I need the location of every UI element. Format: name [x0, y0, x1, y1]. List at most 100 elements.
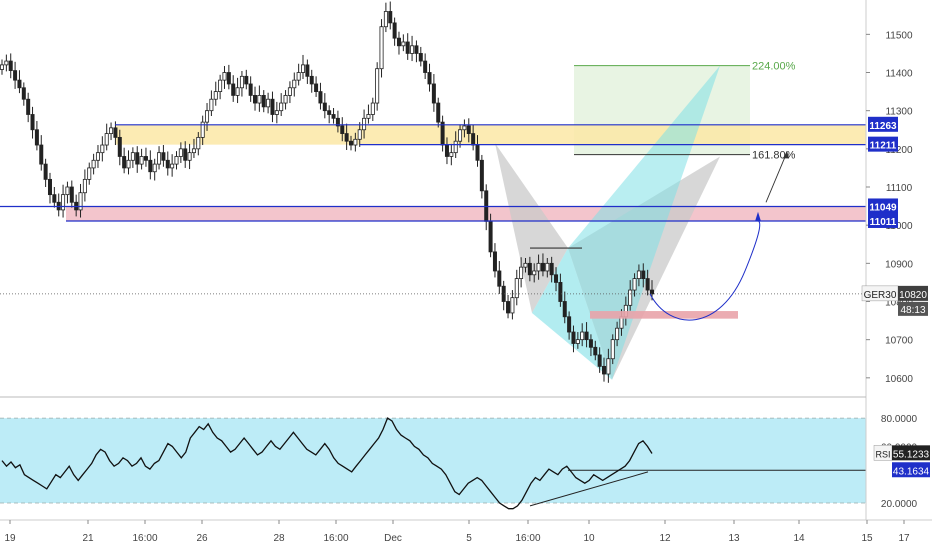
level-tag-bg: [868, 116, 898, 132]
main-pane-bg: [0, 0, 866, 395]
candle-body: [370, 102, 375, 115]
candle-body: [148, 159, 153, 173]
candle-body: [222, 72, 227, 81]
candle-body: [606, 358, 611, 375]
candle-body: [357, 129, 362, 140]
symbol-tag-label: GER30: [864, 290, 897, 301]
price-tick-label: 10900: [885, 259, 913, 270]
rsi-band: [0, 418, 866, 504]
level-tag-bg: [868, 198, 898, 214]
rsi-tick-label: 20.0000: [881, 499, 918, 510]
candle-body: [109, 127, 114, 134]
time-tick-label: 21: [82, 533, 94, 544]
candle-body: [383, 11, 388, 28]
candle-body: [287, 87, 292, 96]
candle-body: [479, 159, 484, 192]
resistance-zone: [115, 124, 866, 145]
candle-body: [379, 26, 384, 70]
candle-body: [327, 110, 332, 115]
candle-body: [239, 75, 244, 89]
candle-body: [431, 83, 436, 104]
candle-body: [91, 159, 96, 169]
candle-body: [270, 98, 275, 115]
candle-body: [488, 220, 493, 253]
candle-body: [444, 144, 449, 157]
candle-body: [331, 114, 336, 119]
candle-body: [423, 60, 428, 73]
candle-body: [301, 64, 306, 73]
candle-body: [562, 301, 567, 318]
candle-body: [567, 316, 572, 333]
rsi-value-tag-bg: [892, 445, 930, 461]
candle-body: [641, 270, 646, 279]
rsi-divergence-line: [529, 471, 649, 507]
rsi-series: [0, 417, 866, 510]
time-tick-label: 10: [583, 533, 595, 544]
candle-body: [174, 156, 179, 165]
candle-body: [510, 297, 515, 314]
price-tick-label: 11500: [885, 30, 913, 41]
candle-body: [414, 45, 419, 54]
candle-body: [47, 178, 52, 196]
rsi-pane: [0, 417, 866, 510]
candle-body: [122, 156, 127, 169]
fib-label-161: 161.80%: [752, 150, 796, 162]
candle-body: [436, 102, 441, 123]
candle-body: [65, 186, 70, 196]
candle-body: [375, 68, 380, 104]
candle-body: [392, 22, 397, 39]
candle-body: [545, 262, 550, 272]
candle-body: [248, 83, 253, 96]
candle-body: [69, 186, 74, 203]
candle-body: [117, 136, 122, 157]
candle-body: [497, 270, 502, 287]
candle-body: [471, 133, 476, 146]
candle-body: [584, 331, 589, 341]
extension-arrowhead: [783, 150, 789, 159]
current-price-tag-bg: [898, 285, 928, 301]
candle-body: [519, 266, 524, 279]
candle-body: [366, 114, 371, 119]
candle-body: [139, 156, 144, 165]
time-tick-label: 16:00: [323, 533, 348, 544]
candle-body: [458, 129, 463, 142]
stop-zone: [590, 311, 738, 319]
candle-body: [161, 152, 166, 161]
extension-arrow: [765, 154, 787, 203]
candle-body: [183, 148, 188, 161]
candle-body: [466, 125, 471, 134]
candle-body: [292, 79, 297, 89]
price-tags: 11263 11211 11049 11011 GER30 10820 48:13 RSI 55…: [861, 116, 930, 478]
candle-body: [165, 159, 170, 169]
time-tick-label: 28: [273, 533, 285, 544]
candle-body: [571, 331, 576, 344]
candle-body: [244, 75, 249, 85]
candle-body: [113, 127, 118, 138]
candle-body: [527, 262, 532, 276]
candle-body: [388, 11, 393, 24]
level-tag-bg: [868, 136, 898, 152]
candle-body: [135, 152, 140, 165]
price-tick-label: 11100: [886, 183, 913, 194]
candle-body: [453, 140, 458, 154]
candle-body: [554, 274, 559, 283]
candle-body: [580, 331, 585, 341]
time-tick-label: 12: [659, 533, 671, 544]
candle-body: [353, 138, 358, 146]
candle-body: [615, 327, 620, 341]
candle-body: [143, 156, 148, 161]
candle-body: [283, 95, 288, 104]
candle-body: [340, 125, 345, 134]
price-tick-label: 11300: [885, 107, 913, 118]
candle-body: [440, 121, 445, 146]
candle-body: [52, 194, 57, 203]
candle-body: [61, 194, 66, 211]
candle-body: [523, 262, 528, 268]
candle-body: [30, 114, 35, 131]
candle-body: [87, 167, 92, 180]
candle-body: [593, 346, 598, 356]
candle-body: [104, 133, 109, 146]
fib-label-224: 224.00%: [752, 61, 796, 73]
candle-body: [575, 339, 580, 344]
